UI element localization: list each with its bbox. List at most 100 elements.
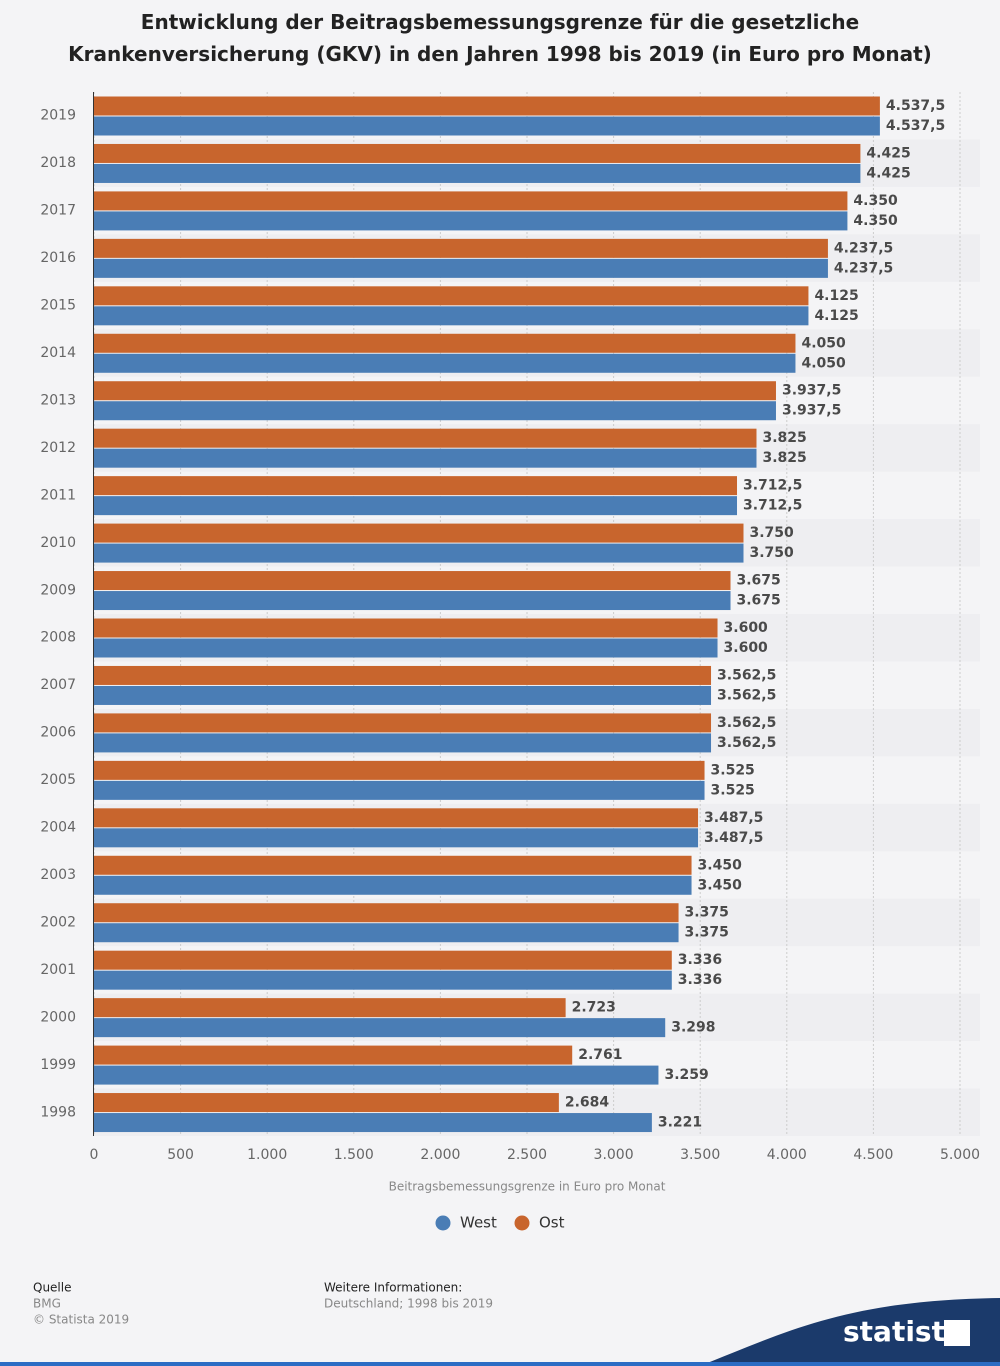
- value-label: 3.487,5: [704, 810, 763, 826]
- value-label: 4.350: [853, 193, 898, 209]
- x-tick-label: 4.500: [853, 1147, 893, 1163]
- chart-title: Entwicklung der Beitragsbemessungsgrenze…: [68, 10, 932, 66]
- bar: [94, 1065, 659, 1085]
- x-axis-title: Beitragsbemessungsgrenze in Euro pro Mon…: [389, 1180, 666, 1194]
- value-label: 4.125: [814, 288, 858, 304]
- value-label: 3.712,5: [743, 498, 802, 514]
- info: Deutschland; 1998 bis 2019: [324, 1297, 493, 1311]
- bar: [94, 1018, 666, 1038]
- x-tick-label: 2.500: [507, 1147, 547, 1163]
- bars: 2019 4.537,5 4.537,5 2018 4.425 4.425 2017 4.35…: [40, 96, 945, 1133]
- bar: [94, 286, 809, 306]
- value-label: 3.525: [711, 782, 755, 798]
- y-tick-label: 2002: [40, 914, 76, 930]
- y-tick-label: 2004: [40, 820, 76, 836]
- bar: [94, 970, 672, 990]
- value-label: 3.298: [671, 1020, 715, 1036]
- x-tick-label: 5.000: [940, 1147, 980, 1163]
- y-tick-label: 2011: [40, 487, 76, 503]
- bar: [94, 476, 738, 496]
- bar: [94, 353, 796, 373]
- value-label: 4.125: [814, 308, 858, 324]
- bar: [94, 923, 679, 943]
- y-tick-label: 2003: [40, 867, 76, 883]
- y-tick-label: 2007: [40, 677, 76, 693]
- bar: [94, 191, 848, 211]
- bar: [94, 211, 848, 231]
- bar: [94, 401, 776, 421]
- x-tick-label: 3.000: [594, 1147, 634, 1163]
- value-label: 3.562,5: [717, 667, 776, 683]
- value-label: 4.350: [853, 213, 898, 229]
- bar: [94, 685, 712, 705]
- value-label: 3.562,5: [717, 735, 776, 751]
- bar: [94, 523, 744, 543]
- logo-swoosh: [700, 1298, 1000, 1366]
- value-label: 3.600: [724, 620, 769, 636]
- bar: [94, 733, 712, 753]
- x-tick-label: 1.000: [247, 1147, 287, 1163]
- y-tick-label: 2008: [40, 630, 76, 646]
- bar: [94, 571, 731, 591]
- y-tick-label: 2005: [40, 772, 76, 788]
- bar: [94, 875, 692, 895]
- value-label: 3.221: [658, 1115, 702, 1131]
- bar: [94, 258, 828, 278]
- value-label: 3.375: [685, 925, 729, 941]
- value-label: 3.675: [737, 573, 781, 589]
- value-label: 3.750: [750, 525, 795, 541]
- y-tick-label: 2014: [40, 345, 76, 361]
- x-tick-label: 4.000: [767, 1147, 807, 1163]
- y-tick-label: 2018: [40, 155, 76, 171]
- value-label: 3.450: [698, 877, 743, 893]
- legend: West Ost: [435, 1214, 565, 1232]
- value-label: 2.761: [578, 1047, 622, 1063]
- bar: [94, 496, 738, 516]
- source-label: Quelle: [33, 1281, 71, 1295]
- value-label: 3.525: [711, 762, 755, 778]
- value-label: 3.750: [750, 545, 795, 561]
- bar: [94, 143, 861, 163]
- bar: [94, 96, 880, 116]
- value-label: 4.537,5: [886, 98, 945, 114]
- y-tick-label: 2006: [40, 725, 76, 741]
- y-tick-label: 2015: [40, 298, 76, 314]
- bar: [94, 855, 692, 875]
- value-label: 3.259: [664, 1067, 708, 1083]
- value-label: 2.684: [565, 1095, 610, 1111]
- x-tick-label: 1.500: [334, 1147, 374, 1163]
- value-label: 3.487,5: [704, 830, 763, 846]
- legend-label: Ost: [539, 1214, 565, 1232]
- bar: [94, 428, 757, 448]
- legend-label: West: [460, 1214, 497, 1232]
- legend-marker: [514, 1215, 530, 1231]
- value-label: 4.537,5: [886, 118, 945, 134]
- y-tick-label: 2012: [40, 440, 76, 456]
- source: BMG: [33, 1297, 61, 1311]
- y-tick-label: 1999: [40, 1057, 76, 1073]
- bottom-strip: [0, 1362, 1000, 1366]
- bar: [94, 950, 672, 970]
- bar: [94, 381, 776, 401]
- x-tick-label: 500: [167, 1147, 194, 1163]
- bar: [94, 1045, 573, 1065]
- bar: [94, 1093, 559, 1113]
- bar: [94, 333, 796, 353]
- value-label: 3.562,5: [717, 715, 776, 731]
- y-tick-label: 2010: [40, 535, 76, 551]
- bar: [94, 591, 731, 611]
- y-tick-label: 2009: [40, 582, 76, 598]
- bar: [94, 903, 679, 923]
- value-label: 4.237,5: [834, 240, 893, 256]
- bar: [94, 638, 718, 658]
- y-tick-label: 2019: [40, 108, 76, 124]
- value-label: 3.600: [724, 640, 769, 656]
- value-label: 4.050: [801, 335, 846, 351]
- bar: [94, 713, 712, 733]
- bar: [94, 780, 705, 800]
- y-tick-label: 2001: [40, 962, 76, 978]
- value-label: 3.825: [762, 450, 806, 466]
- value-label: 3.375: [685, 905, 729, 921]
